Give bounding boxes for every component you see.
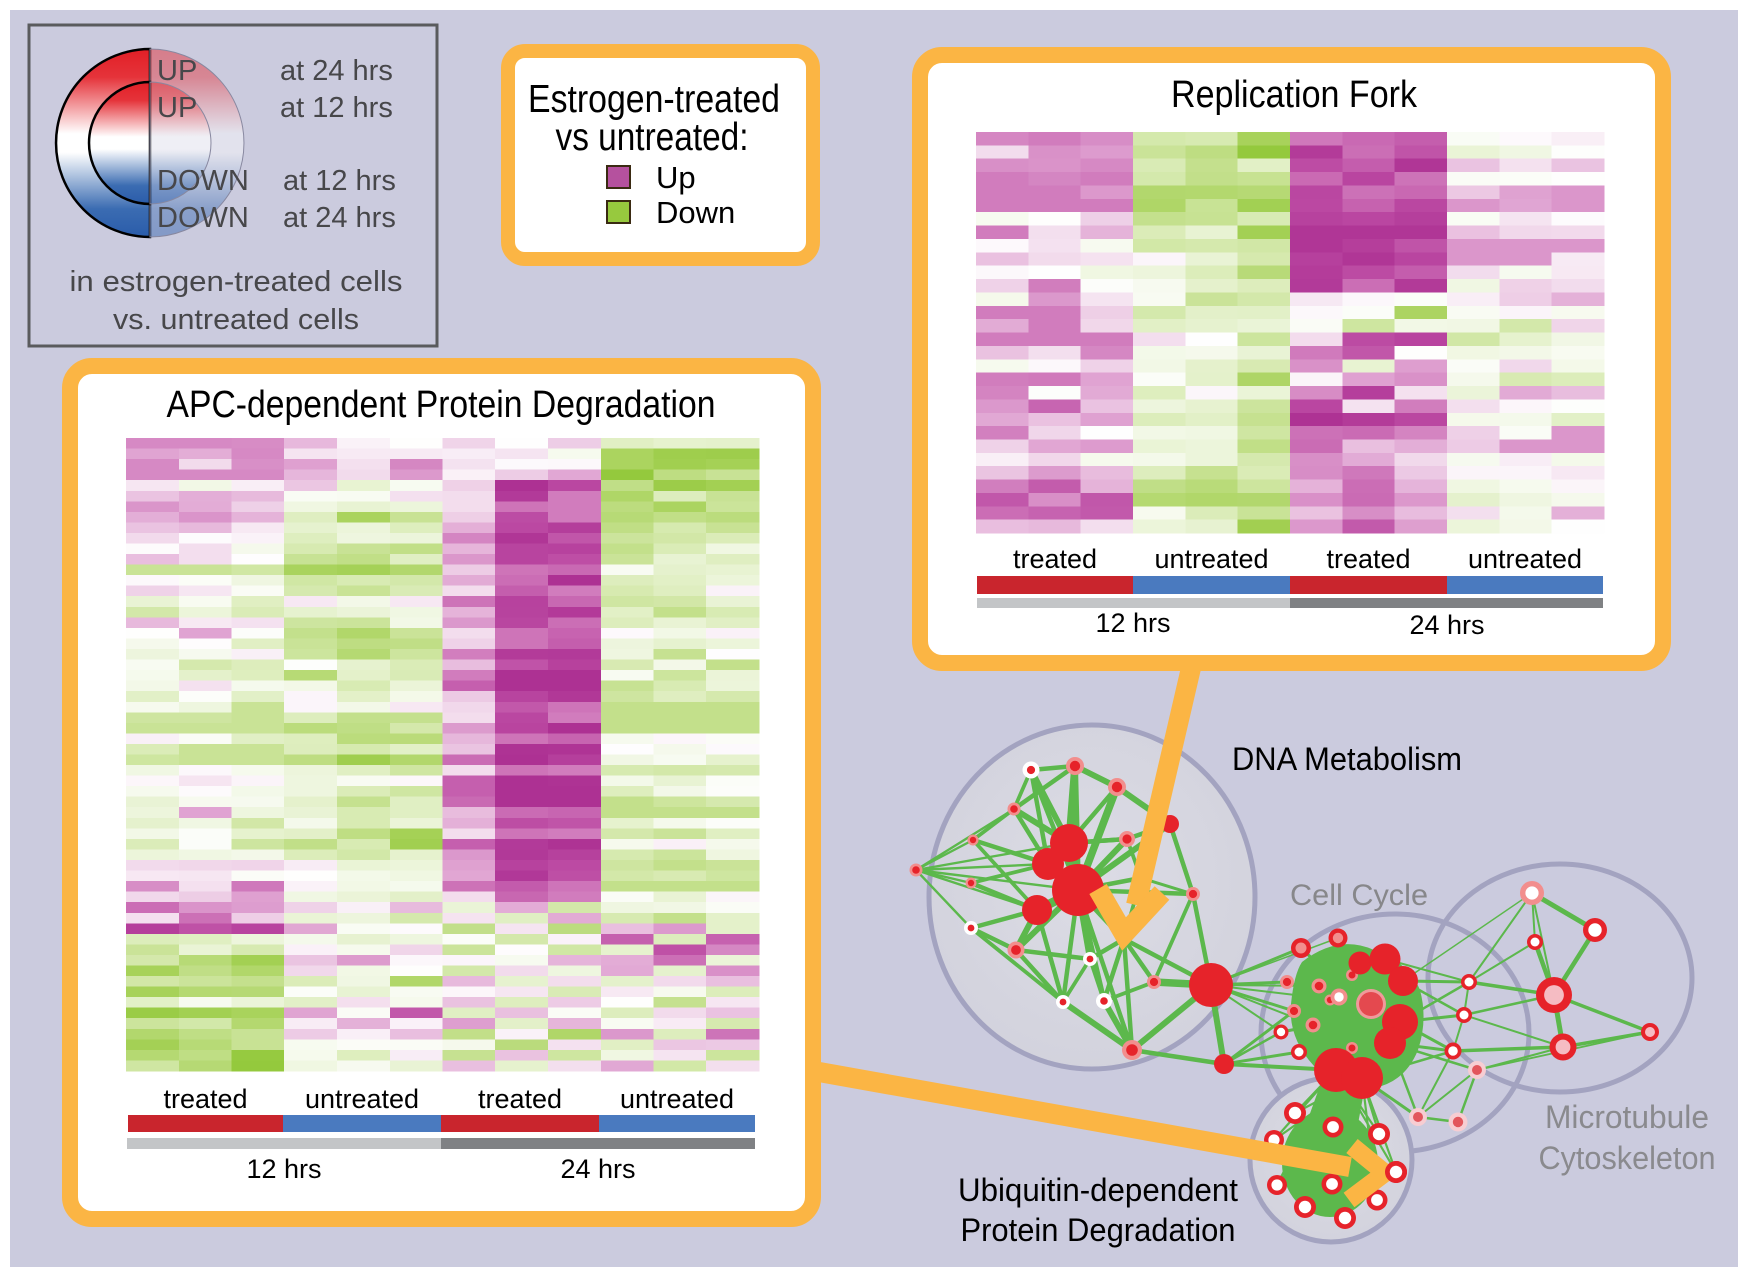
svg-text:treated: treated	[1326, 544, 1410, 574]
svg-text:vs. untreated cells: vs. untreated cells	[113, 304, 359, 336]
svg-text:at 12 hrs: at 12 hrs	[280, 92, 393, 124]
svg-text:vs untreated:: vs untreated:	[556, 116, 749, 159]
svg-text:treated: treated	[1013, 544, 1097, 574]
svg-text:Cytoskeleton: Cytoskeleton	[1539, 1140, 1716, 1176]
svg-text:Estrogen-treated: Estrogen-treated	[528, 78, 780, 121]
svg-text:UP: UP	[157, 92, 197, 124]
svg-text:at 24 hrs: at 24 hrs	[280, 55, 393, 87]
svg-text:DNA Metabolism: DNA Metabolism	[1232, 741, 1462, 777]
svg-text:at 12 hrs: at 12 hrs	[283, 165, 396, 197]
svg-text:in estrogen-treated cells: in estrogen-treated cells	[70, 266, 403, 298]
svg-text:untreated: untreated	[305, 1084, 419, 1114]
svg-text:Down: Down	[656, 195, 735, 230]
svg-text:at 24 hrs: at 24 hrs	[283, 202, 396, 234]
svg-text:Protein Degradation: Protein Degradation	[961, 1212, 1236, 1248]
svg-text:APC-dependent Protein Degradat: APC-dependent Protein Degradation	[167, 384, 716, 426]
svg-text:UP: UP	[157, 55, 197, 87]
svg-text:24 hrs: 24 hrs	[560, 1154, 635, 1184]
svg-text:Up: Up	[656, 160, 696, 195]
svg-text:DOWN: DOWN	[157, 165, 249, 197]
svg-text:treated: treated	[163, 1084, 247, 1114]
svg-text:untreated: untreated	[1154, 544, 1268, 574]
svg-text:Cell Cycle: Cell Cycle	[1290, 879, 1428, 912]
svg-text:DOWN: DOWN	[157, 202, 249, 234]
svg-text:12 hrs: 12 hrs	[246, 1154, 321, 1184]
svg-text:untreated: untreated	[1468, 544, 1582, 574]
svg-text:12 hrs: 12 hrs	[1095, 608, 1170, 638]
svg-text:Replication Fork: Replication Fork	[1171, 74, 1418, 116]
svg-text:Ubiquitin-dependent: Ubiquitin-dependent	[958, 1172, 1238, 1208]
svg-text:Microtubule: Microtubule	[1545, 1099, 1709, 1135]
svg-text:24 hrs: 24 hrs	[1409, 610, 1484, 640]
svg-text:treated: treated	[478, 1084, 562, 1114]
svg-text:untreated: untreated	[620, 1084, 734, 1114]
